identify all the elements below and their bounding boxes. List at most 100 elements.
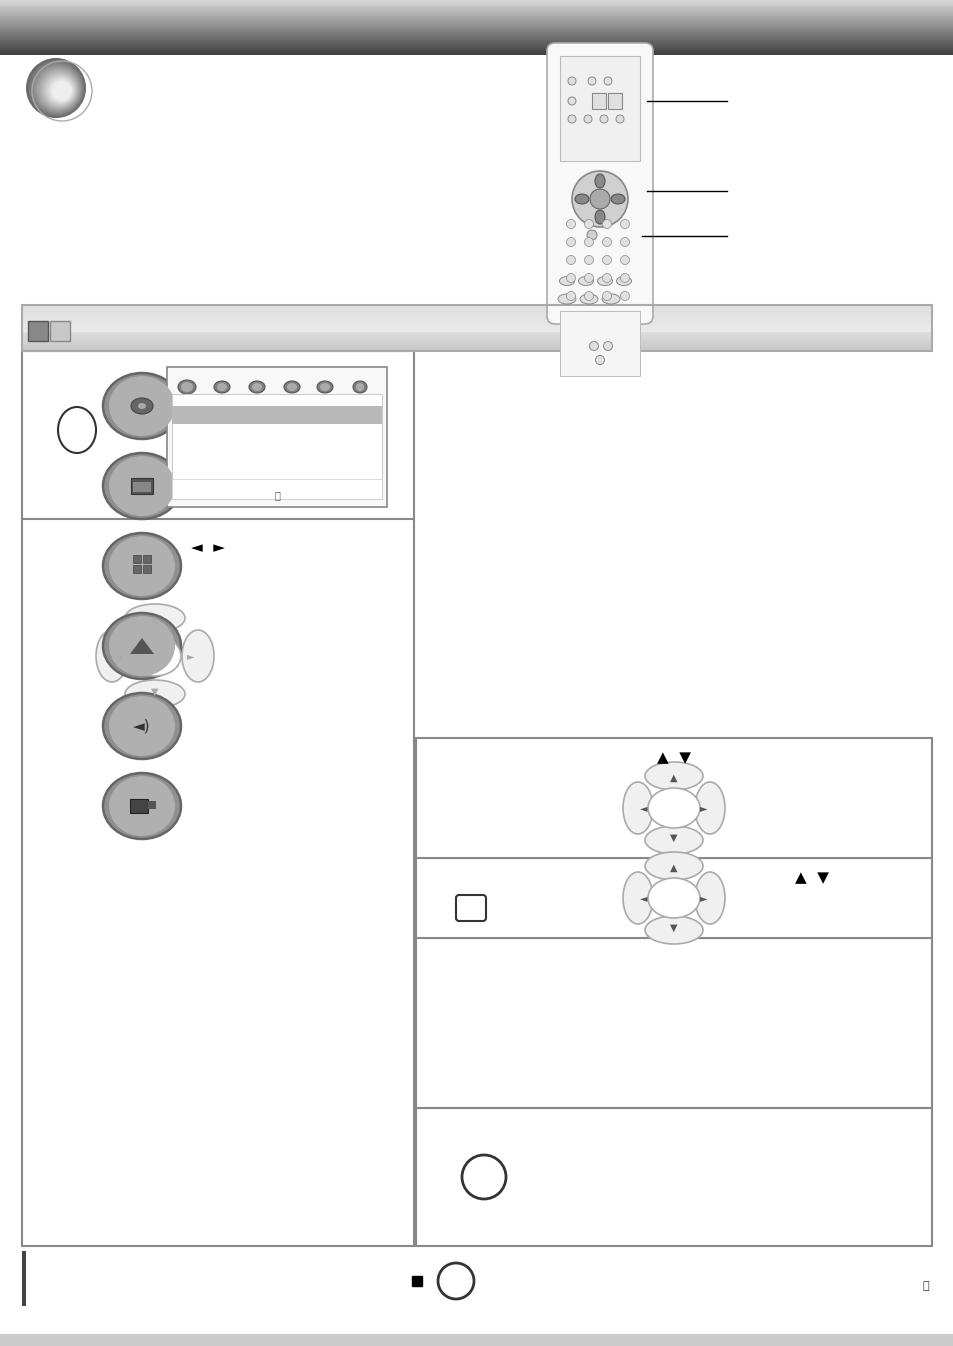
Circle shape [619, 237, 629, 246]
Circle shape [47, 77, 74, 104]
Bar [0, 28, 953, 30]
Ellipse shape [355, 384, 364, 390]
Ellipse shape [558, 276, 574, 285]
Circle shape [616, 114, 623, 122]
Bar [0, 42, 953, 43]
Ellipse shape [109, 456, 174, 516]
Text: ▼: ▼ [670, 833, 677, 843]
Bar [0, 35, 953, 36]
Circle shape [38, 69, 79, 110]
Ellipse shape [103, 454, 181, 520]
Bar [0, 12, 953, 13]
Ellipse shape [178, 380, 195, 394]
Circle shape [39, 70, 78, 109]
Bar [416, 1108, 931, 1246]
Bar [0, 17, 953, 19]
Bar [0, 54, 953, 55]
Bar [0, 26, 953, 27]
Bar [0, 19, 953, 20]
Ellipse shape [109, 536, 174, 596]
Circle shape [28, 59, 85, 117]
Circle shape [566, 292, 575, 300]
Bar [0, 17, 953, 19]
Circle shape [587, 77, 596, 85]
Bar [50, 320, 70, 341]
Circle shape [45, 75, 75, 105]
Bar [0, 47, 953, 48]
Bar [0, 24, 953, 26]
Ellipse shape [182, 630, 213, 682]
Ellipse shape [109, 777, 174, 836]
Bar [0, 28, 953, 30]
Bar [412, 1276, 421, 1285]
Circle shape [589, 342, 598, 350]
Ellipse shape [695, 872, 724, 923]
Bar [416, 938, 931, 1108]
Circle shape [619, 273, 629, 283]
Circle shape [51, 81, 71, 101]
Circle shape [566, 273, 575, 283]
Ellipse shape [109, 616, 174, 676]
Ellipse shape [103, 373, 181, 439]
Text: ◄: ◄ [115, 651, 123, 661]
Circle shape [46, 75, 75, 105]
Ellipse shape [644, 826, 702, 853]
Bar [0, 51, 953, 52]
Ellipse shape [610, 194, 624, 205]
Ellipse shape [131, 398, 152, 415]
Bar [0, 27, 953, 28]
Text: ◄  ►: ◄ ► [191, 540, 225, 555]
Bar [132, 565, 141, 573]
Bar [0, 16, 953, 17]
Circle shape [566, 219, 575, 229]
Ellipse shape [58, 406, 96, 454]
Text: ▲: ▲ [152, 615, 158, 625]
Bar [559, 324, 639, 326]
Ellipse shape [595, 174, 604, 188]
Bar [0, 15, 953, 16]
Ellipse shape [103, 693, 181, 759]
Bar [143, 555, 151, 563]
Ellipse shape [319, 384, 330, 390]
Ellipse shape [125, 680, 185, 708]
Circle shape [602, 292, 611, 300]
Circle shape [30, 61, 84, 116]
Circle shape [44, 74, 76, 106]
Bar [0, 11, 953, 12]
Bar [172, 479, 381, 499]
Circle shape [584, 219, 593, 229]
Circle shape [48, 77, 74, 104]
Ellipse shape [216, 384, 227, 390]
Bar [0, 40, 953, 42]
Bar [0, 3, 953, 4]
Text: ◄): ◄) [133, 719, 151, 734]
Circle shape [584, 256, 593, 265]
Ellipse shape [249, 381, 265, 393]
Circle shape [586, 230, 597, 240]
Circle shape [572, 171, 627, 227]
Circle shape [51, 79, 72, 102]
Circle shape [584, 292, 593, 300]
Bar [22, 1250, 26, 1306]
Circle shape [603, 77, 612, 85]
Ellipse shape [213, 381, 230, 393]
Ellipse shape [287, 384, 296, 390]
Bar [0, 11, 953, 13]
Bar [0, 9, 953, 11]
Text: 冗: 冗 [274, 490, 279, 499]
Circle shape [567, 97, 576, 105]
Bar [559, 311, 639, 376]
Bar [0, 8, 953, 9]
Circle shape [602, 219, 611, 229]
Circle shape [31, 63, 83, 114]
Circle shape [602, 273, 611, 283]
Ellipse shape [579, 293, 598, 304]
Bar [0, 38, 953, 39]
Bar [132, 482, 151, 493]
Bar [172, 406, 381, 424]
Circle shape [461, 1155, 505, 1199]
Bar [0, 50, 953, 51]
Circle shape [595, 355, 604, 365]
Circle shape [32, 63, 82, 114]
Bar [0, 46, 953, 47]
